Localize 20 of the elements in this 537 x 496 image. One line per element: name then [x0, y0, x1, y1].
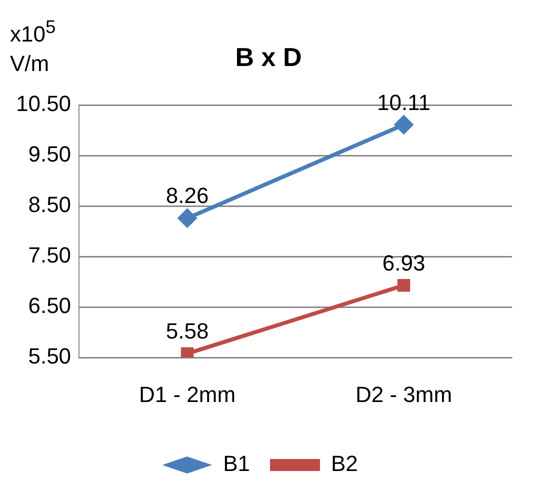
y-tick-label: 9.50 [28, 142, 72, 167]
y-tick-label: 5.50 [28, 344, 72, 369]
point [394, 114, 414, 135]
y-tick-label: 10.50 [16, 91, 72, 116]
point [397, 278, 410, 292]
point [177, 208, 198, 228]
point [180, 347, 194, 358]
y-tick-label: 6.50 [28, 293, 72, 318]
x-tick-label: D1 - 2mm [139, 382, 236, 407]
y-axis-title: x10$^{5}$ V/m [10, 15, 57, 78]
legend-label: B2 [331, 451, 358, 476]
chart-title: B x D [235, 42, 302, 72]
y-tick-label: 8.50 [28, 192, 72, 218]
data-label: 8.26 [166, 183, 209, 208]
y-tick-label: 7.50 [28, 242, 72, 268]
legend-label: B1 [223, 451, 250, 476]
data-label: 10.11 [377, 90, 430, 115]
data-label: 6.93 [382, 250, 426, 276]
data-label: 5.58 [166, 318, 209, 344]
x-tick-label: D2 - 3mm [355, 382, 452, 407]
